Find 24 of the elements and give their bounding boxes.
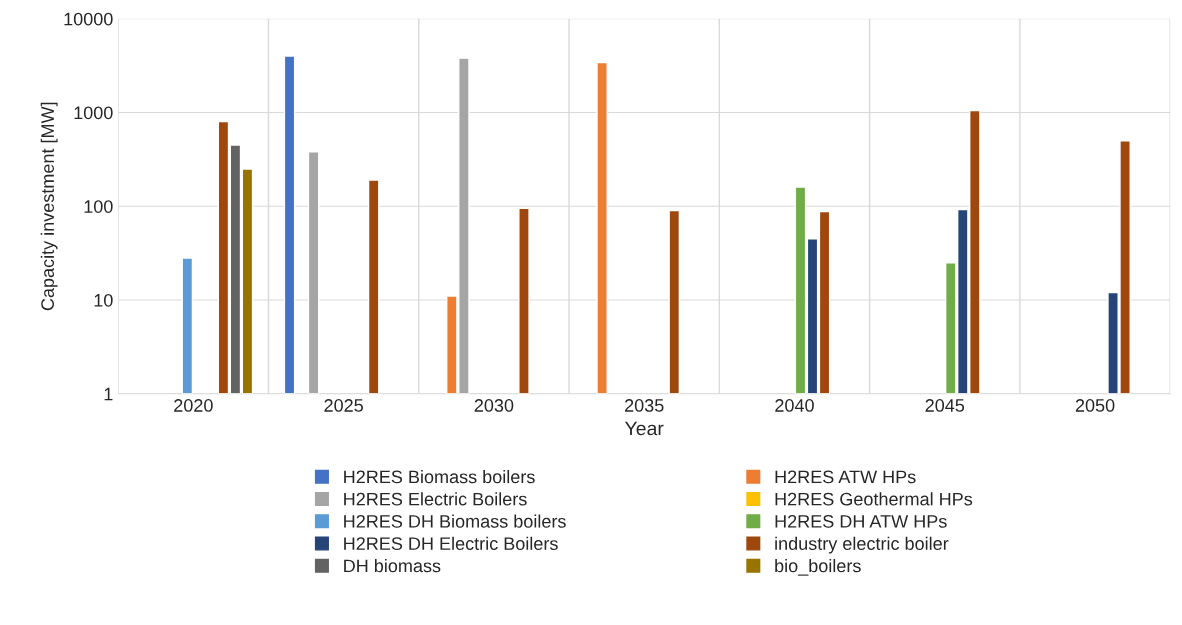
y-tick-label: 10 xyxy=(94,293,113,307)
legend-label: industry electric boiler xyxy=(775,536,949,554)
y-tick-label: 10000 xyxy=(64,12,113,26)
y-axis-title: Capacity investment [MW] xyxy=(40,102,58,311)
legend-label: H2RES Electric Boilers xyxy=(344,492,527,506)
x-tick-label: 2050 xyxy=(1075,399,1115,412)
legend-label: H2RES DH Electric Boilers xyxy=(344,536,558,551)
x-tick-label: 2020 xyxy=(174,399,213,412)
legend-label: H2RES Geothermal HPs xyxy=(775,492,973,506)
x-tick-label: 2040 xyxy=(775,399,814,412)
x-tick-label: 2045 xyxy=(925,399,965,412)
x-axis-title: Year xyxy=(624,421,664,436)
x-tick-label: 2035 xyxy=(625,399,664,412)
legend-label: H2RES DH Biomass boilers xyxy=(344,514,566,528)
y-tick-label: 1 xyxy=(104,387,113,401)
legend-label: H2RES Biomass boilers xyxy=(344,470,535,484)
legend-label: H2RES ATW HPs xyxy=(775,470,916,484)
y-tick-label: 1000 xyxy=(74,106,113,120)
x-tick-label: 2030 xyxy=(474,399,514,412)
y-tick-label: 100 xyxy=(84,200,113,213)
legend-label: H2RES DH ATW HPs xyxy=(775,514,947,528)
legend-label: bio_boilers xyxy=(775,558,861,576)
x-tick-label: 2025 xyxy=(324,399,363,412)
legend-label: DH biomass xyxy=(344,558,441,573)
